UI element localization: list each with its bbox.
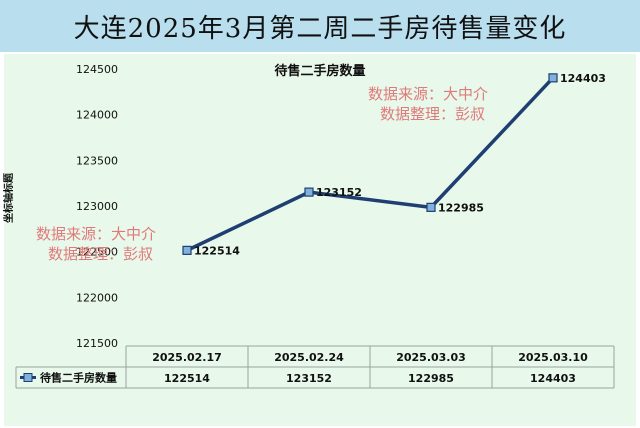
y-tick-label: 122500: [76, 246, 118, 259]
y-tick-label: 123500: [76, 154, 118, 167]
series-line-group: 122514 123152 122985 124403: [182, 72, 606, 257]
x-category-label: 2025.02.24: [274, 351, 344, 364]
title-band: 大连2025年3月第二周二手房待售量变化: [0, 0, 640, 52]
data-label: 124403: [560, 72, 606, 85]
x-category-label: 2025.02.17: [152, 351, 222, 364]
x-category-label: 2025.03.03: [396, 351, 466, 364]
chart-title: 待售二手房数量: [273, 63, 365, 79]
y-axis: 121500 122000 122500 123000 123500 124000 1245…: [76, 63, 118, 350]
y-tick-label: 121500: [76, 337, 118, 350]
data-label: 122514: [194, 244, 240, 257]
data-point-marker: [182, 245, 192, 255]
data-label: 123152: [316, 186, 362, 199]
watermark-author-text: 数据整理：彭叔: [380, 105, 486, 123]
series-line: [186, 76, 555, 252]
data-table: 2025.02.17 122514 2025.02.24 123152 2025.03.…: [15, 345, 615, 389]
data-point-marker: [304, 187, 314, 197]
watermark-author-text: 数据整理：彭叔: [48, 245, 154, 263]
watermark-source-text: 数据来源：大中介: [368, 85, 489, 103]
watermark-top: 数据来源：大中介 数据整理：彭叔: [368, 84, 488, 124]
data-label: 122985: [438, 201, 484, 214]
plot-area: [4, 54, 636, 426]
watermark-source-text: 数据来源：大中介: [36, 225, 157, 243]
legend-series-name: 待售二手房数量: [39, 371, 117, 385]
y-tick-label: 123000: [76, 200, 118, 213]
x-category-label: 2025.03.10: [518, 351, 588, 364]
data-point-marker: [548, 73, 558, 83]
y-axis-title: 坐标轴标题: [2, 172, 15, 223]
table-value-cell: 122985: [408, 372, 454, 385]
table-value-cell: 124403: [530, 372, 576, 385]
y-tick-label: 124000: [76, 109, 118, 122]
legend-marker-icon: [23, 373, 33, 382]
y-tick-label: 124500: [76, 63, 118, 76]
watermark-bottom: 数据来源：大中介 数据整理：彭叔: [36, 224, 156, 264]
y-tick-label: 122000: [76, 291, 118, 304]
data-point-marker: [426, 202, 436, 212]
page-title: 大连2025年3月第二周二手房待售量变化: [73, 13, 567, 44]
table-value-cell: 122514: [164, 372, 210, 385]
table-value-cell: 123152: [286, 372, 332, 385]
